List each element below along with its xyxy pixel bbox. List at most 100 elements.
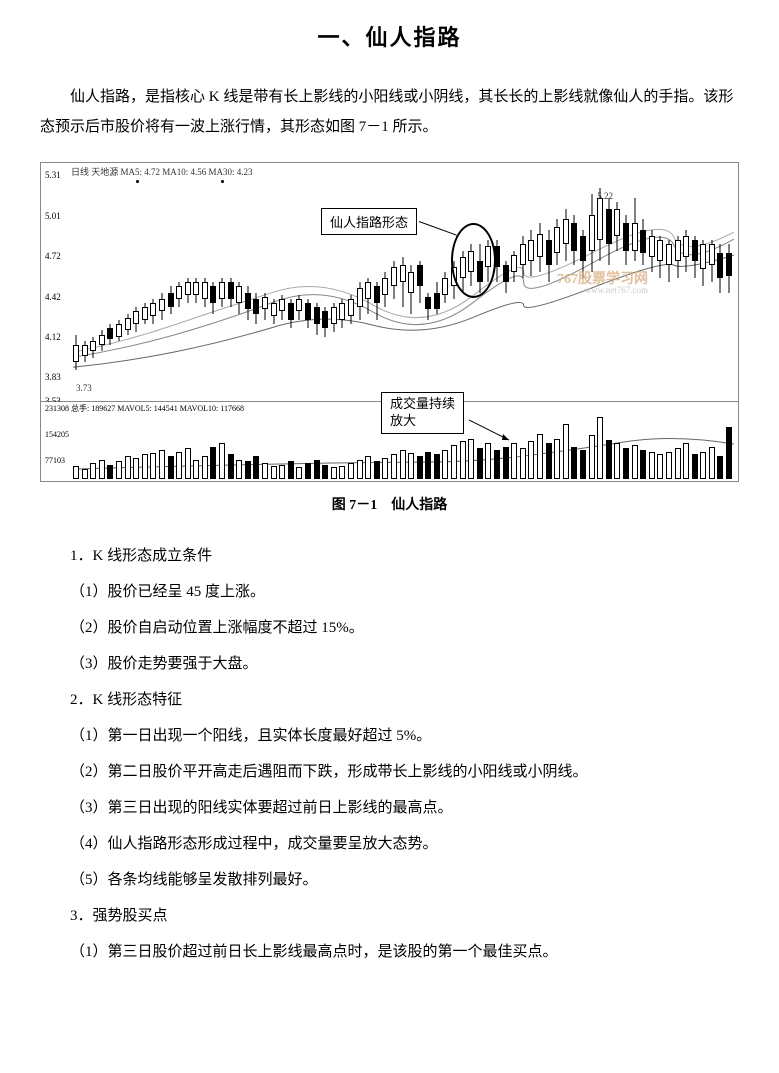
volume-bar (451, 445, 457, 479)
candle (176, 177, 182, 387)
volume-bar (202, 456, 208, 479)
candle (657, 177, 663, 387)
candle (417, 177, 423, 387)
y-tick: 3.83 (45, 372, 61, 382)
price-y-axis: 5.315.014.724.424.123.833.53 (43, 163, 71, 401)
intro-paragraph: 仙人指路，是指核心 K 线是带有长上影线的小阳线或小阴线，其长长的上影线就像仙人… (40, 82, 739, 142)
y-tick: 4.72 (45, 251, 61, 261)
volume-bar (520, 448, 526, 479)
candle (253, 177, 259, 387)
annotation-ellipse (451, 223, 496, 298)
candle (442, 177, 448, 387)
volume-bar (331, 467, 337, 479)
volume-bar (726, 427, 732, 479)
volume-bar (159, 450, 165, 479)
y-tick: 4.12 (45, 332, 61, 342)
volume-bar (580, 450, 586, 479)
volume-bar (408, 453, 414, 479)
volume-bar (125, 456, 131, 479)
candle (425, 177, 431, 387)
volume-bar (245, 461, 251, 479)
volume-bar (322, 465, 328, 479)
volume-bar (528, 441, 534, 479)
volume-bar (382, 458, 388, 479)
annotation-volume-line1: 成交量持续 (390, 396, 455, 411)
volume-bar (391, 454, 397, 479)
candle (537, 177, 543, 387)
candle (262, 177, 268, 387)
candle (692, 177, 698, 387)
candle (73, 177, 79, 387)
volume-bar (442, 450, 448, 479)
volume-bar (296, 467, 302, 479)
candle (503, 177, 509, 387)
candle (228, 177, 234, 387)
volume-bar (365, 456, 371, 479)
candle (202, 177, 208, 387)
volume-bar (692, 454, 698, 479)
volume-bar (219, 443, 225, 479)
volume-bar (99, 460, 105, 480)
volume-bar (288, 461, 294, 479)
page-title: 一、仙人指路 (40, 20, 739, 52)
annotation-volume-line2: 放大 (390, 413, 416, 428)
candle (675, 177, 681, 387)
volume-y-axis: 23130815420577103 (43, 402, 71, 481)
candle (125, 177, 131, 387)
candle (150, 177, 156, 387)
volume-bar (339, 466, 345, 479)
volume-bar (683, 443, 689, 479)
volume-bar (623, 448, 629, 479)
volume-bar (597, 417, 603, 479)
y-tick: 4.42 (45, 292, 61, 302)
candle (133, 177, 139, 387)
candle (494, 177, 500, 387)
volume-bar (82, 469, 88, 479)
volume-bar (374, 461, 380, 479)
volume-bar (279, 465, 285, 479)
dot1 (136, 180, 139, 183)
candle (168, 177, 174, 387)
candle (709, 177, 715, 387)
candle (279, 177, 285, 387)
candle (296, 177, 302, 387)
volume-bar (614, 443, 620, 479)
volume-bar (434, 454, 440, 479)
volume-bar (142, 454, 148, 479)
volume-bar (253, 456, 259, 479)
volume-bar (228, 454, 234, 479)
candle (717, 177, 723, 387)
volume-bar (494, 450, 500, 479)
candle (245, 177, 251, 387)
volume-bar (477, 448, 483, 479)
volume-bar (717, 456, 723, 479)
volume-bar (700, 452, 706, 479)
volume-bar (133, 458, 139, 479)
content-list: 1．K 线形态成立条件（1）股价已经呈 45 度上涨。（2）股价自启动位置上涨幅… (40, 538, 739, 970)
volume-bar (503, 447, 509, 480)
annotation-pattern: 仙人指路形态 (321, 208, 417, 235)
volume-bar (589, 435, 595, 479)
volume-bar (632, 445, 638, 479)
candle (511, 177, 517, 387)
candle (236, 177, 242, 387)
annotation-volume: 成交量持续 放大 (381, 392, 464, 434)
vol-y-tick: 77103 (45, 456, 65, 465)
volume-bar (262, 463, 268, 479)
volume-bar (90, 463, 96, 479)
candle (305, 177, 311, 387)
list-item: 3．强势股买点 (40, 898, 739, 934)
list-item: （1）第一日出现一个阳线，且实体长度最好超过 5%。 (40, 718, 739, 754)
volume-bar (176, 452, 182, 479)
candle (528, 177, 534, 387)
candle (546, 177, 552, 387)
chart-container: 日线 天地源 MA5: 4.72 MA10: 4.56 MA30: 4.23 5… (40, 162, 739, 482)
candle (271, 177, 277, 387)
candle (193, 177, 199, 387)
candle (726, 177, 732, 387)
volume-bar (417, 456, 423, 479)
y-tick: 5.01 (45, 211, 61, 221)
volume-bar (305, 463, 311, 479)
candle (700, 177, 706, 387)
annotation-arrow (469, 410, 519, 450)
